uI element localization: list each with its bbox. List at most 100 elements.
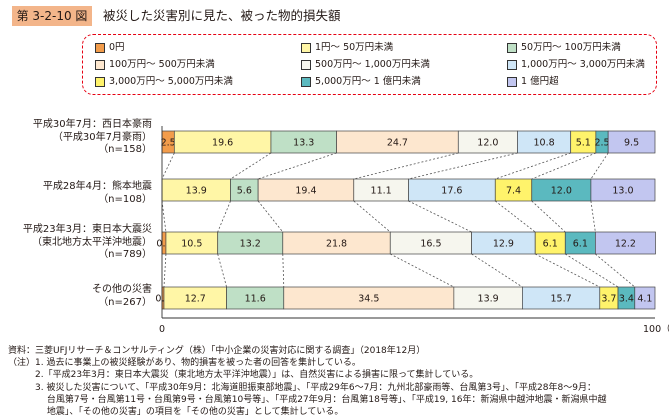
legend-swatch <box>95 43 105 53</box>
connector-line <box>495 152 571 180</box>
category-label-line: （n=267） <box>98 296 152 308</box>
data-label: 13.0 <box>612 186 633 197</box>
data-label: 2.5 <box>594 138 609 149</box>
data-label: 19.4 <box>295 186 316 197</box>
legend-item: 1,000万円～ 3,000万円未満 <box>507 58 645 72</box>
category-label-line: 平成30年7月：西日本豪雨 <box>32 119 152 130</box>
data-label: 10.5 <box>181 239 202 250</box>
data-label: 12.0 <box>477 138 498 149</box>
connector-line <box>595 253 636 288</box>
figure-number-badge: 第 3-2-10 図 <box>12 6 92 26</box>
category-label-kumamoto: 平成28年4月：熊本地震 （n=108） <box>4 181 152 206</box>
legend-label: 500万円～ 1,000万円未満 <box>315 59 430 70</box>
legend-swatch <box>95 60 105 70</box>
legend-item: 100万円～ 500万円未満 <box>95 58 215 72</box>
connector-line <box>495 200 536 233</box>
category-label-line: 平成23年3月：東日本大震災 <box>22 224 152 235</box>
connector-line <box>590 200 596 233</box>
legend-item: 0円 <box>95 41 125 55</box>
note-line: 台風第7号・台風第11号・台風第9号・台風第10号等」、「平成27年9月：台風第… <box>8 394 607 405</box>
legend-swatch <box>301 77 311 87</box>
legend-swatch <box>95 77 105 87</box>
data-label: 13.9 <box>186 186 207 197</box>
connector-line <box>161 152 175 180</box>
figure-title: 被災した災害別に見た、被った物的損失額 <box>103 8 341 23</box>
data-label: 16.5 <box>420 239 441 250</box>
connector-line <box>565 253 619 288</box>
data-label: 0.4 <box>155 294 170 305</box>
data-label: 12.2 <box>615 239 636 250</box>
notes: 資料：三菱UFJリサーチ＆コンサルティング（株）「中小企業の災害対応に関する調査… <box>8 345 664 418</box>
bar-segments: 2.5 19.6 13.3 24.7 12.0 10.8 5.1 2.5 9.513.9 5.6 1… <box>155 130 656 310</box>
note-line: 2.「平成23年3月：東日本大震災（東北地方太平洋沖地震）」は、自然災害による損… <box>8 370 479 381</box>
data-label: 13.2 <box>240 239 261 250</box>
legend-swatch <box>507 43 517 53</box>
data-label: 12.9 <box>493 239 514 250</box>
connector-line <box>282 253 285 288</box>
bar-segment <box>594 231 656 255</box>
category-label-line: その他の災害 <box>92 284 152 295</box>
category-label-line: 平成28年4月：熊本地震 <box>42 181 152 192</box>
connector-line <box>163 253 167 288</box>
data-label: 24.7 <box>387 138 408 149</box>
x-axis: 0 100（%） <box>159 126 669 335</box>
connector-lines <box>161 152 636 288</box>
legend-item: 5,000万円～ 1 億円未満 <box>301 75 421 89</box>
legend-item: 1円～ 50万円未満 <box>301 41 393 55</box>
data-label: 19.6 <box>212 138 233 149</box>
bar-segment <box>590 178 656 202</box>
legend-item: 50万円～ 100万円未満 <box>507 41 621 55</box>
note-line: 3. 被災した災害について、「平成30年9月：北海道胆振東部地震」、「平成29年… <box>8 382 596 393</box>
category-label-line: （平成30年7月豪雨） <box>52 131 152 143</box>
data-label: 12.7 <box>185 294 206 305</box>
connector-line <box>408 152 518 180</box>
connector-line <box>230 152 272 180</box>
legend-label: 50万円～ 100万円未満 <box>521 42 621 53</box>
x-tick-label: 100（%） <box>643 323 669 335</box>
legend-label: 3,000万円～ 5,000万円未満 <box>109 76 233 87</box>
legend-label: 5,000万円～ 1 億円未満 <box>315 76 421 87</box>
legend-item: 1 億円超 <box>507 75 559 89</box>
legend-label: 1,000万円～ 3,000万円未満 <box>521 59 645 70</box>
data-label: 0.8 <box>156 239 171 250</box>
data-label: 12.0 <box>551 186 572 197</box>
note-source: 資料：三菱UFJリサーチ＆コンサルティング（株）「中小企業の災害対応に関する調査… <box>8 346 426 356</box>
legend-swatch <box>301 60 311 70</box>
connector-line <box>217 200 231 233</box>
data-label: 13.3 <box>293 138 314 149</box>
data-label: 6.1 <box>543 239 558 250</box>
category-label-line: （n=158） <box>98 144 152 155</box>
legend-swatch <box>507 77 517 87</box>
legend-swatch <box>507 60 517 70</box>
data-label: 15.7 <box>551 294 572 305</box>
category-label-other: その他の災害 （n=267） <box>4 284 152 309</box>
connector-line <box>217 253 227 288</box>
data-label: 34.5 <box>358 294 379 305</box>
note-line: 地震」、「その他の災害」の項目を「その他の災害」として集計している。 <box>8 407 344 418</box>
connector-line <box>535 253 600 288</box>
connector-line <box>531 200 566 233</box>
x-tick-label: 0 <box>159 324 165 335</box>
data-label: 17.6 <box>441 186 462 197</box>
data-label: 9.5 <box>624 138 639 149</box>
connector-line <box>353 200 391 233</box>
note-line: （注）1. 過去に事業上の被災経験があり、物的損害を被った者の回答を集計している… <box>8 358 361 369</box>
data-label: 2.5 <box>161 138 176 149</box>
connector-line <box>590 152 609 180</box>
data-label: 6.1 <box>573 239 588 250</box>
data-label: 11.6 <box>245 294 266 305</box>
legend-box: 0円 1円～ 50万円未満 50万円～ 100万円未満 100万円～ 500万円… <box>82 34 657 95</box>
legend-label: 1 億円超 <box>521 76 559 87</box>
connector-line <box>353 152 459 180</box>
data-label: 11.1 <box>371 186 392 197</box>
data-label: 13.9 <box>478 294 499 305</box>
data-label: 7.4 <box>506 186 521 197</box>
connector-line <box>257 200 284 233</box>
data-label: 3.7 <box>601 294 616 305</box>
data-label: 5.1 <box>576 138 591 149</box>
category-label-higashinihon: 平成23年3月：東日本大震災 （東北地方太平洋沖地震） （n=789） <box>4 224 152 262</box>
connector-line <box>161 200 167 233</box>
connector-line <box>531 152 596 180</box>
data-label: 3.4 <box>619 294 634 305</box>
